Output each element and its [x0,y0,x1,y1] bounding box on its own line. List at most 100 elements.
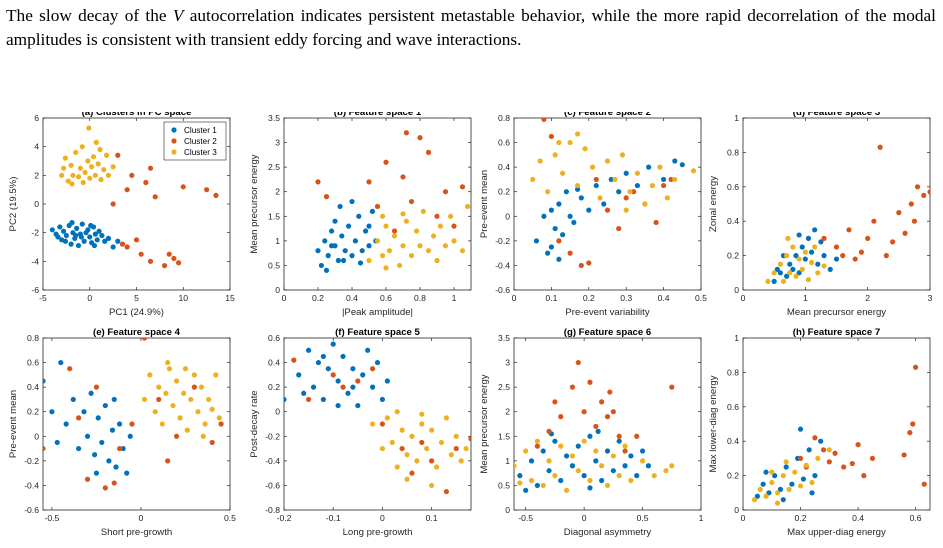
point-cluster-2 [442,189,449,195]
point-cluster-1 [772,473,778,479]
point-cluster-2 [152,194,158,200]
y-tick-label: -0.4 [495,260,510,270]
point-cluster-3 [429,482,435,489]
point-cluster-3 [574,131,581,137]
point-cluster-2 [67,366,73,372]
point-cluster-3 [386,248,392,254]
point-cluster-1 [540,448,546,454]
legend-entry: Cluster 2 [184,137,217,146]
point-cluster-1 [360,372,366,378]
axes-box [513,337,702,511]
point-cluster-3 [188,396,194,403]
point-cluster-3 [826,447,832,453]
point-cluster-3 [419,411,425,417]
point-cluster-3 [69,181,75,187]
x-tick-label: 0.8 [414,293,426,303]
point-cluster-3 [75,174,82,180]
point-cluster-1 [102,402,108,409]
point-cluster-3 [77,165,83,171]
chart-title: (e) Feature space 4 [93,327,181,338]
axes-box [42,337,231,511]
points-layer [315,130,471,273]
point-cluster-1 [556,201,562,207]
point-cluster-1 [366,243,372,249]
point-cluster-1 [106,458,112,464]
point-cluster-2 [896,210,902,216]
point-cluster-3 [802,249,808,255]
point-cluster-3 [530,176,536,183]
point-cluster-3 [537,158,543,164]
y-tick-label: 0.8 [27,333,39,343]
y-tick-label: -6 [31,285,39,295]
point-cluster-1 [563,189,569,195]
y-tick-label: 0 [275,285,280,295]
point-cluster-3 [400,243,406,249]
point-cluster-1 [73,232,79,239]
x-tick-label: 0 [741,513,746,523]
point-cluster-1 [315,359,322,366]
point-cluster-2 [599,399,605,405]
point-cluster-2 [76,415,82,421]
point-cluster-2 [556,238,562,244]
point-cluster-2 [927,189,930,195]
point-cluster-3 [523,448,529,454]
point-cluster-1 [92,231,98,237]
point-cluster-3 [765,278,771,284]
x-tick-label: 0.3 [620,293,632,303]
x-tick-label: 0.4 [658,293,670,303]
point-cluster-3 [777,261,784,267]
chart-panel-g: (g) Feature space 6 -0.5 0 0.5 1 0 0.5 1 1.5 2 2.5… [479,327,704,538]
point-cluster-1 [523,487,529,493]
y-tick-label: 0.8 [498,113,510,123]
axes-box [742,337,931,511]
point-cluster-2 [133,237,140,243]
point-cluster-1 [797,426,804,432]
point-cluster-1 [85,227,91,233]
point-cluster-3 [780,473,786,479]
point-cluster-1 [49,227,55,233]
point-cluster-3 [616,473,622,479]
point-cluster-2 [84,476,91,482]
point-cluster-3 [424,445,430,452]
point-cluster-1 [639,448,646,454]
caption-paragraph: The slow decay of the V autocorrelation … [6,4,936,52]
point-cluster-1 [560,232,566,238]
point-cluster-3 [434,257,440,264]
point-cluster-1 [99,232,105,239]
y-tick-label: 0.4 [268,358,280,368]
point-cluster-2 [204,187,210,193]
point-cluster-1 [69,220,75,226]
point-cluster-3 [380,253,386,259]
point-cluster-3 [459,248,466,254]
point-cluster-3 [604,158,611,164]
point-cluster-2 [453,445,459,452]
point-cluster-3 [425,248,432,254]
point-cluster-1 [575,443,581,449]
point-cluster-3 [774,490,781,496]
point-cluster-2 [552,399,558,405]
point-cluster-1 [548,244,555,250]
point-cluster-3 [442,243,449,249]
point-cluster-1 [546,468,552,474]
point-cluster-3 [769,469,775,475]
y-tick-label: 0.8 [727,147,739,157]
point-cluster-2 [180,184,186,190]
y-tick-label: -0.2 [495,236,510,246]
point-cluster-1 [43,378,46,384]
x-axis-label: |Peak amplitude| [342,307,413,318]
point-cluster-2 [604,414,611,420]
point-cluster-1 [815,261,821,267]
point-cluster-3 [763,493,769,499]
point-cluster-2 [451,223,457,229]
point-cluster-2 [820,447,827,453]
point-cluster-3 [634,170,641,176]
y-tick-label: -0.2 [24,456,39,466]
point-cluster-1 [57,224,63,230]
x-tick-label: 10 [178,293,188,303]
point-cluster-3 [182,366,189,372]
point-cluster-3 [414,228,420,234]
point-cluster-2 [877,144,883,150]
point-cluster-1 [586,207,592,213]
point-cluster-1 [54,439,60,446]
point-cluster-2 [821,235,827,241]
